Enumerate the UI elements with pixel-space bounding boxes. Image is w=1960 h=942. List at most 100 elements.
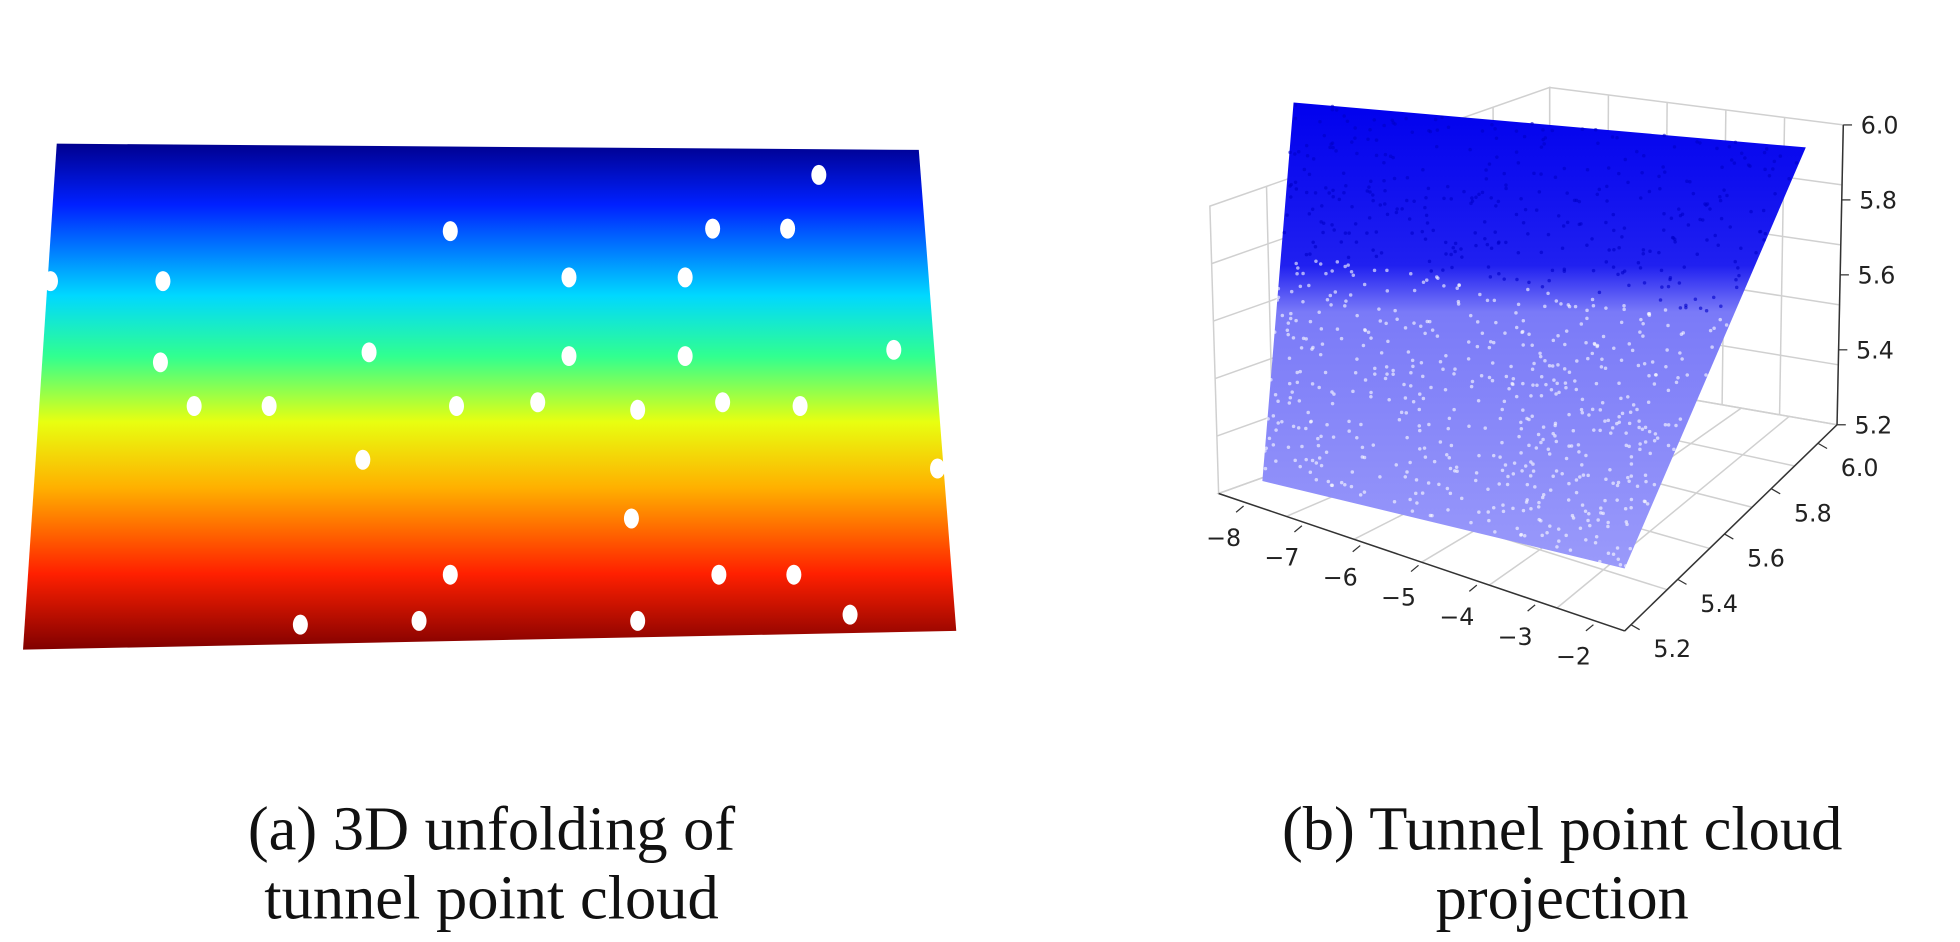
gap xyxy=(677,346,693,367)
point xyxy=(1318,352,1323,357)
point xyxy=(1539,440,1543,445)
point xyxy=(1551,431,1555,436)
point xyxy=(1444,252,1448,256)
point xyxy=(1619,358,1624,363)
point xyxy=(1521,343,1525,347)
point xyxy=(1276,295,1281,300)
point xyxy=(1351,273,1356,277)
point xyxy=(1497,482,1501,486)
point xyxy=(1550,128,1555,133)
point xyxy=(1410,358,1415,363)
point xyxy=(1672,447,1676,452)
point xyxy=(1728,225,1732,229)
point xyxy=(1282,230,1287,235)
point xyxy=(1567,370,1572,375)
point xyxy=(1394,463,1399,467)
point xyxy=(1620,235,1624,239)
point xyxy=(1698,217,1702,222)
point xyxy=(1557,390,1561,395)
point xyxy=(1302,167,1307,172)
tick-mark xyxy=(1294,525,1303,533)
point xyxy=(1537,190,1542,194)
point xyxy=(1443,388,1448,392)
point xyxy=(1535,383,1539,388)
point xyxy=(1491,505,1496,510)
point xyxy=(1629,474,1634,478)
point xyxy=(1615,498,1619,502)
point xyxy=(1652,439,1657,443)
point xyxy=(1617,415,1621,419)
point xyxy=(1548,488,1553,492)
point xyxy=(1534,446,1539,450)
point xyxy=(1449,197,1453,201)
point xyxy=(1345,119,1350,124)
point xyxy=(1470,379,1475,384)
point xyxy=(1641,248,1646,252)
point xyxy=(1349,484,1354,489)
point xyxy=(1512,461,1517,465)
point xyxy=(1519,451,1523,455)
point xyxy=(1579,222,1583,226)
point xyxy=(1335,327,1340,331)
point xyxy=(1540,495,1545,500)
tick-mark xyxy=(1771,488,1781,495)
point xyxy=(1367,216,1372,220)
point xyxy=(1493,230,1497,234)
point xyxy=(1308,470,1313,474)
point xyxy=(1311,240,1315,244)
point xyxy=(1555,545,1559,549)
point xyxy=(1532,361,1536,366)
point xyxy=(1452,407,1456,412)
point xyxy=(1420,491,1425,495)
point xyxy=(1335,260,1340,264)
gap xyxy=(449,396,465,417)
point xyxy=(1734,285,1739,290)
point xyxy=(1457,283,1461,288)
point xyxy=(1438,360,1443,364)
point xyxy=(1473,231,1477,235)
point xyxy=(1684,305,1688,310)
point xyxy=(1310,382,1315,386)
point xyxy=(1617,381,1621,386)
tick-mark xyxy=(1585,624,1594,632)
point xyxy=(1500,440,1504,445)
point xyxy=(1666,443,1671,448)
point xyxy=(1549,388,1554,392)
x-tick-label: −7 xyxy=(1264,544,1299,572)
point xyxy=(1647,374,1651,378)
point xyxy=(1604,220,1608,225)
point xyxy=(1509,364,1513,369)
point xyxy=(1539,145,1544,149)
point xyxy=(1305,154,1310,158)
point xyxy=(1424,213,1429,218)
point xyxy=(1641,334,1645,338)
point xyxy=(1330,401,1335,406)
point xyxy=(1386,339,1390,344)
point xyxy=(1494,320,1498,325)
point xyxy=(1421,374,1425,379)
point xyxy=(1515,526,1519,531)
point xyxy=(1763,231,1768,236)
point xyxy=(1685,373,1689,377)
point xyxy=(1532,171,1536,176)
point xyxy=(1708,207,1712,211)
point xyxy=(1289,311,1293,316)
point xyxy=(1734,277,1738,282)
gap xyxy=(561,267,577,288)
point xyxy=(1334,149,1338,153)
point xyxy=(1566,303,1571,307)
point xyxy=(1319,220,1323,224)
point xyxy=(1710,345,1714,349)
point xyxy=(1342,191,1346,195)
point xyxy=(1648,451,1653,456)
point xyxy=(1598,408,1603,412)
point xyxy=(1546,447,1551,452)
point xyxy=(1600,401,1605,405)
point xyxy=(1498,455,1502,459)
point xyxy=(1502,277,1506,281)
point xyxy=(1571,429,1576,433)
point xyxy=(1603,419,1607,423)
y-tick-label: 5.8 xyxy=(1794,499,1832,527)
point xyxy=(1450,265,1454,270)
point xyxy=(1307,283,1311,288)
